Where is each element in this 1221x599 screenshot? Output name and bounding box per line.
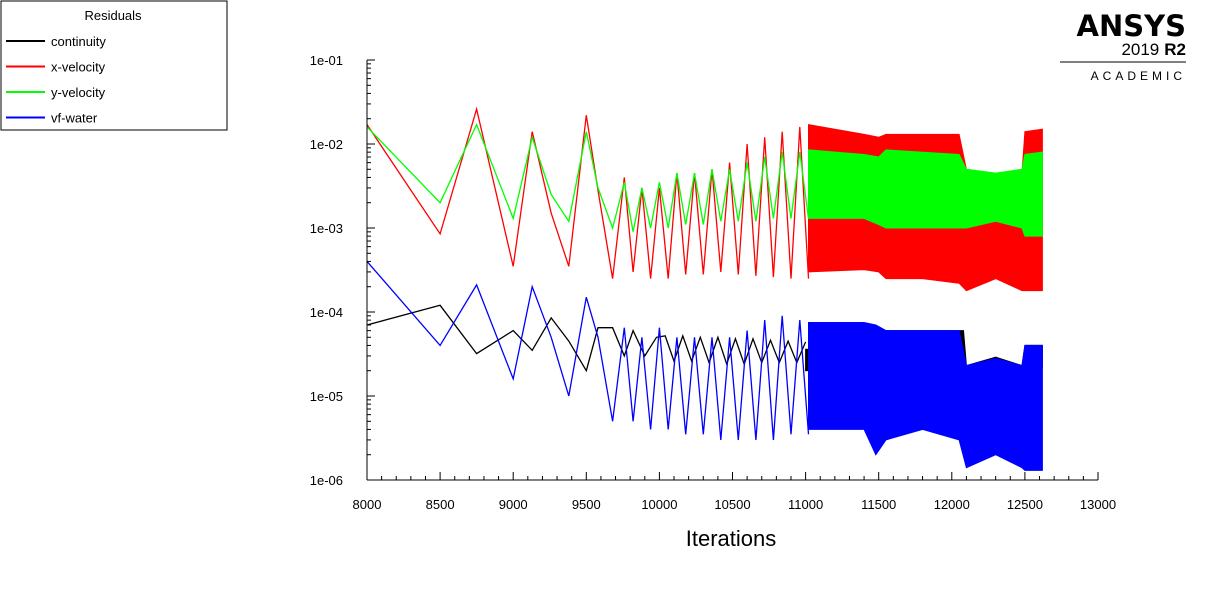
series-band-vf-water (808, 322, 1043, 471)
series-line-vf-water (366, 260, 810, 440)
legend: Residuals continuity x-velocity y-velocity… (0, 0, 228, 131)
x-axis-title: Iterations (686, 526, 777, 551)
logo-version-release: R2 (1164, 40, 1186, 59)
legend-entries: continuity x-velocity y-velocity vf-water (6, 34, 106, 126)
logo-version: 2019 R2 (1121, 40, 1186, 59)
x-tick-label: 10500 (714, 497, 750, 512)
series-line-y-velocity (366, 122, 810, 232)
x-tick-label: 11000 (788, 497, 823, 512)
logo-edition: ACADEMIC (1091, 69, 1186, 83)
x-tick-label: 12500 (1007, 497, 1043, 512)
x-tick-label: 12000 (934, 497, 970, 512)
x-tick-label: 8500 (426, 497, 455, 512)
legend-label-x-velocity: x-velocity (51, 60, 106, 75)
legend-label-vf-water: vf-water (51, 111, 98, 126)
y-tick-label: 1e-05 (310, 389, 343, 404)
x-tick-label: 9000 (499, 497, 528, 512)
axes: 8000 8500 9000 9500 10000 10500 11000 11500 1200… (310, 53, 1116, 512)
x-tick-label: 11500 (861, 497, 896, 512)
y-tick-label: 1e-02 (310, 137, 343, 152)
x-tick-label: 10000 (641, 497, 677, 512)
logo-brand: ANSYS (1077, 9, 1187, 43)
series-vf-water (366, 260, 1043, 471)
x-ticks: 8000 8500 9000 9500 10000 10500 11000 11500 1200… (353, 472, 1116, 512)
x-tick-label: 9500 (572, 497, 601, 512)
y-ticks: 1e-01 1e-02 1e-03 1e-04 1e-05 1e-06 (310, 53, 375, 488)
plot-area: 8000 8500 9000 9500 10000 10500 11000 11500 1200… (310, 53, 1116, 551)
series-band-y-velocity (808, 149, 1043, 237)
y-tick-label: 1e-06 (310, 473, 343, 488)
x-tick-label: 13000 (1080, 497, 1116, 512)
legend-label-y-velocity: y-velocity (51, 85, 106, 100)
series-line-x-velocity (366, 106, 810, 279)
ansys-logo: ANSYS 2019 R2 ACADEMIC (1060, 9, 1186, 83)
x-tick-label: 8000 (353, 497, 382, 512)
series-layer (366, 106, 1043, 471)
y-tick-label: 1e-04 (310, 305, 343, 320)
y-tick-label: 1e-03 (310, 221, 343, 236)
legend-label-continuity: continuity (51, 34, 106, 49)
legend-title: Residuals (84, 8, 142, 23)
series-y-velocity (366, 122, 1043, 237)
logo-version-year: 2019 (1121, 40, 1159, 59)
y-tick-label: 1e-01 (310, 53, 343, 68)
